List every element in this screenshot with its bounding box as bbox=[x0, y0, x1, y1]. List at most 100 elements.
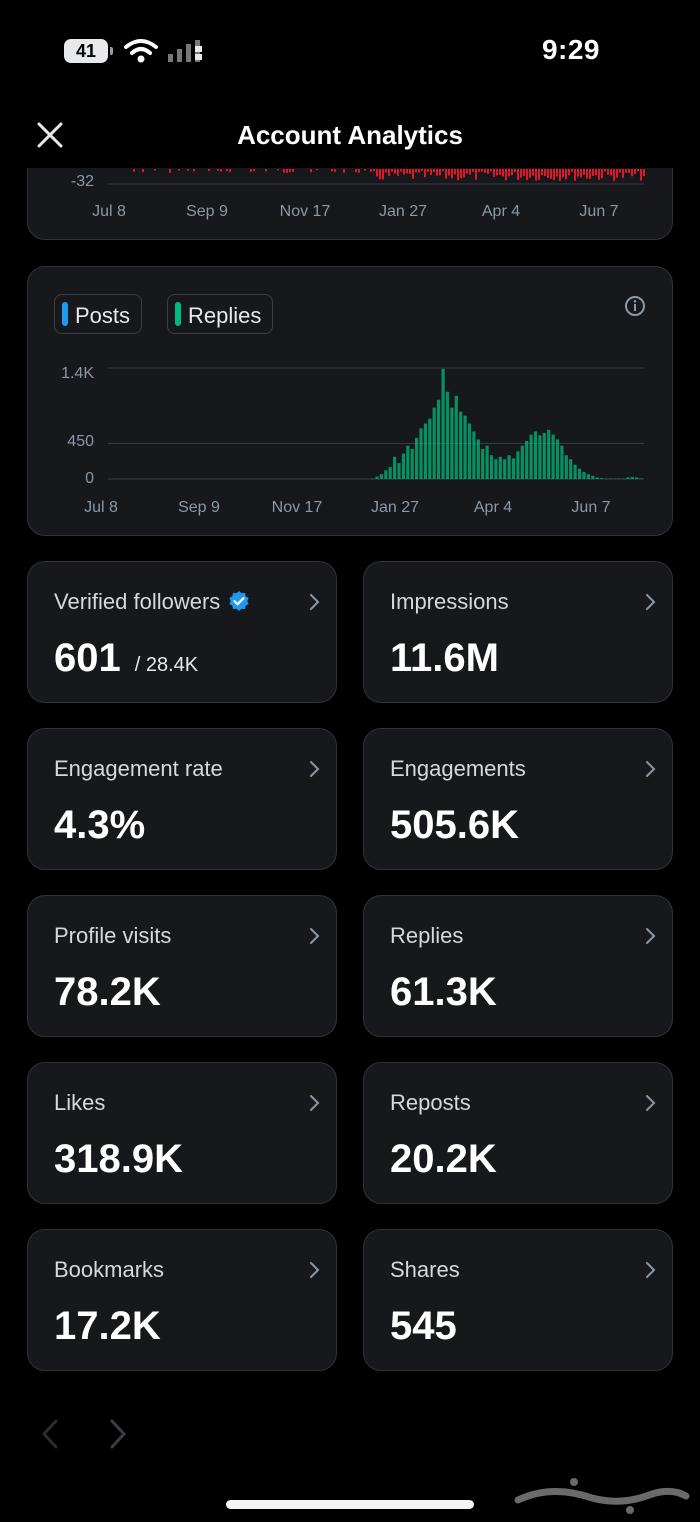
metric-label-text: Verified followers bbox=[54, 589, 221, 614]
chart-bar-negative bbox=[556, 169, 558, 177]
chart-bar-replies bbox=[467, 423, 472, 479]
chart-bar-negative bbox=[583, 169, 585, 175]
chart-bar-negative bbox=[385, 169, 387, 173]
metric-card-replies[interactable]: Replies 61.3K bbox=[363, 895, 673, 1037]
x-tick-label: Apr 4 bbox=[473, 499, 513, 516]
legend-replies[interactable]: Replies bbox=[167, 294, 273, 334]
chevron-right-icon bbox=[310, 1095, 320, 1111]
metric-card-impressions[interactable]: Impressions 11.6M bbox=[363, 561, 673, 703]
chart-bar-replies bbox=[393, 456, 397, 479]
metric-card-verified-followers[interactable]: Verified followers 601 / 28.4K bbox=[27, 561, 337, 703]
chart-bar-replies bbox=[397, 463, 401, 479]
chart-bar-negative bbox=[616, 169, 618, 178]
chart-bar-replies bbox=[578, 468, 582, 479]
metric-value-text: 78.2K bbox=[54, 970, 161, 1014]
chart-bar-negative bbox=[481, 169, 483, 172]
chart-bar-negative bbox=[433, 169, 435, 173]
metric-value: 20.2K bbox=[390, 1137, 497, 1182]
metric-label-text: Shares bbox=[390, 1257, 460, 1282]
chart-bar-negative bbox=[631, 169, 633, 177]
chart-bar-negative bbox=[637, 169, 639, 172]
legend-label-replies: Replies bbox=[188, 303, 262, 328]
chart-bar-replies bbox=[525, 440, 529, 479]
chart-bar-negative bbox=[415, 169, 417, 173]
chart-bar-negative bbox=[493, 169, 495, 177]
chart-bar-replies bbox=[630, 477, 634, 479]
chart-bar-negative bbox=[406, 169, 408, 174]
metric-card-shares[interactable]: Shares 545 bbox=[363, 1229, 673, 1371]
x-tick-label: Jun 7 bbox=[579, 203, 619, 220]
chart-bar-negative bbox=[358, 169, 360, 173]
chart-bar-negative bbox=[436, 169, 438, 176]
chart-bar-replies bbox=[423, 423, 427, 479]
chart-bar-negative bbox=[475, 169, 477, 180]
metric-label: Replies bbox=[390, 923, 463, 949]
metric-card-engagement-rate[interactable]: Engagement rate 4.3% bbox=[27, 728, 337, 870]
chart-bar-negative bbox=[400, 169, 402, 172]
metric-value-text: 17.2K bbox=[54, 1304, 161, 1348]
metric-value-text: 4.3% bbox=[54, 803, 146, 847]
chart-bar-negative bbox=[529, 169, 531, 178]
chart-bar-replies bbox=[463, 415, 467, 479]
chart-bar-negative bbox=[607, 169, 609, 175]
battery-level: 41 bbox=[75, 41, 97, 61]
metric-card-profile-visits[interactable]: Profile visits 78.2K bbox=[27, 895, 337, 1037]
chevron-left-icon[interactable] bbox=[40, 1418, 60, 1450]
chart-bar-replies bbox=[494, 459, 498, 479]
chart-bar-negative bbox=[589, 169, 591, 179]
replies-swatch bbox=[175, 302, 181, 326]
chevron-right-icon bbox=[310, 594, 320, 610]
legend-posts[interactable]: Posts bbox=[54, 294, 142, 334]
chart-bar-replies bbox=[555, 439, 560, 479]
metric-card-likes[interactable]: Likes 318.9K bbox=[27, 1062, 337, 1204]
chart-bar-replies bbox=[454, 395, 458, 480]
chart-bar-replies bbox=[437, 399, 441, 479]
chart-bar-negative bbox=[595, 169, 597, 176]
chart-bar-negative bbox=[598, 169, 600, 180]
chart-bar-negative bbox=[310, 169, 312, 173]
wifi-icon bbox=[124, 39, 158, 63]
metric-value: 601 / 28.4K bbox=[54, 636, 198, 681]
verified-badge-icon bbox=[229, 591, 249, 611]
chart-bar-negative bbox=[610, 169, 612, 176]
chart-bar-negative bbox=[622, 169, 624, 178]
chart-bar-negative bbox=[604, 169, 606, 172]
chart-bar-replies bbox=[371, 478, 375, 480]
chart-bar-negative bbox=[382, 169, 384, 180]
y-tick-label: 0 bbox=[85, 470, 94, 487]
chart-bar-replies bbox=[450, 407, 454, 479]
chart-bar-negative bbox=[376, 169, 378, 177]
chart-bar-negative bbox=[283, 169, 285, 173]
chart-bar-negative bbox=[541, 169, 543, 176]
chart-bar-replies bbox=[591, 475, 595, 479]
chart-bar-negative bbox=[499, 169, 501, 175]
chart-bar-negative bbox=[520, 169, 522, 178]
metric-label: Profile visits bbox=[54, 923, 171, 949]
home-indicator[interactable] bbox=[226, 1500, 474, 1509]
metric-card-engagements[interactable]: Engagements 505.6K bbox=[363, 728, 673, 870]
chart-bar-negative bbox=[508, 169, 510, 177]
chevron-right-icon[interactable] bbox=[108, 1418, 128, 1450]
chart-bar-replies bbox=[547, 429, 551, 479]
chart-bar-replies bbox=[485, 445, 489, 479]
chart-bar-negative bbox=[418, 169, 420, 173]
info-icon[interactable] bbox=[624, 295, 646, 317]
chart-bar-negative bbox=[619, 169, 621, 173]
chart-bar-negative bbox=[454, 169, 456, 175]
chart-bar-negative bbox=[439, 169, 441, 176]
close-icon[interactable] bbox=[34, 119, 66, 151]
chart-bar-negative bbox=[577, 169, 579, 177]
metric-value-text: 61.3K bbox=[390, 970, 497, 1014]
chart-bar-replies bbox=[595, 477, 599, 479]
chart-bar-negative bbox=[391, 169, 393, 172]
chart-bar-negative bbox=[562, 169, 564, 178]
chart-bar-negative bbox=[355, 169, 357, 173]
chart-bar-negative bbox=[133, 169, 135, 172]
metric-value-text: 318.9K bbox=[54, 1137, 183, 1181]
chart-bar-negative bbox=[286, 169, 288, 173]
chart-bar-negative bbox=[424, 169, 426, 178]
metric-card-bookmarks[interactable]: Bookmarks 17.2K bbox=[27, 1229, 337, 1371]
status-bar: 41 9:29 bbox=[0, 0, 700, 100]
metric-card-reposts[interactable]: Reposts 20.2K bbox=[363, 1062, 673, 1204]
chart-bar-negative bbox=[427, 169, 429, 172]
